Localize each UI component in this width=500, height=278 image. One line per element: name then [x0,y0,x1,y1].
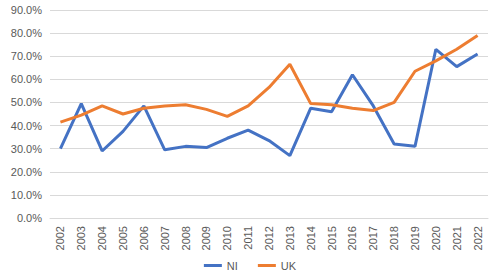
svg-text:2008: 2008 [180,226,192,250]
svg-text:2007: 2007 [159,226,171,250]
svg-text:NI: NI [227,260,238,272]
svg-text:2014: 2014 [305,226,317,250]
svg-text:10.0%: 10.0% [11,189,42,201]
svg-text:90.0%: 90.0% [11,4,42,16]
svg-text:20.0%: 20.0% [11,166,42,178]
svg-text:2018: 2018 [388,226,400,250]
svg-text:80.0%: 80.0% [11,27,42,39]
svg-text:2015: 2015 [326,226,338,250]
svg-text:2022: 2022 [472,226,484,250]
svg-text:2002: 2002 [54,226,66,250]
svg-text:2016: 2016 [346,226,358,250]
svg-text:2021: 2021 [451,226,463,250]
svg-text:2013: 2013 [284,226,296,250]
svg-text:2005: 2005 [117,226,129,250]
svg-text:2020: 2020 [430,226,442,250]
svg-text:0.0%: 0.0% [17,212,42,224]
svg-text:2006: 2006 [138,226,150,250]
svg-text:2004: 2004 [96,226,108,250]
svg-text:40.0%: 40.0% [11,120,42,132]
svg-text:2017: 2017 [367,226,379,250]
svg-text:2011: 2011 [242,226,254,250]
svg-text:2012: 2012 [263,226,275,250]
svg-text:2010: 2010 [221,226,233,250]
svg-text:UK: UK [281,260,297,272]
svg-text:2009: 2009 [200,226,212,250]
svg-text:60.0%: 60.0% [11,73,42,85]
svg-text:30.0%: 30.0% [11,143,42,155]
svg-text:2019: 2019 [409,226,421,250]
svg-text:2003: 2003 [75,226,87,250]
svg-text:50.0%: 50.0% [11,96,42,108]
svg-text:70.0%: 70.0% [11,50,42,62]
